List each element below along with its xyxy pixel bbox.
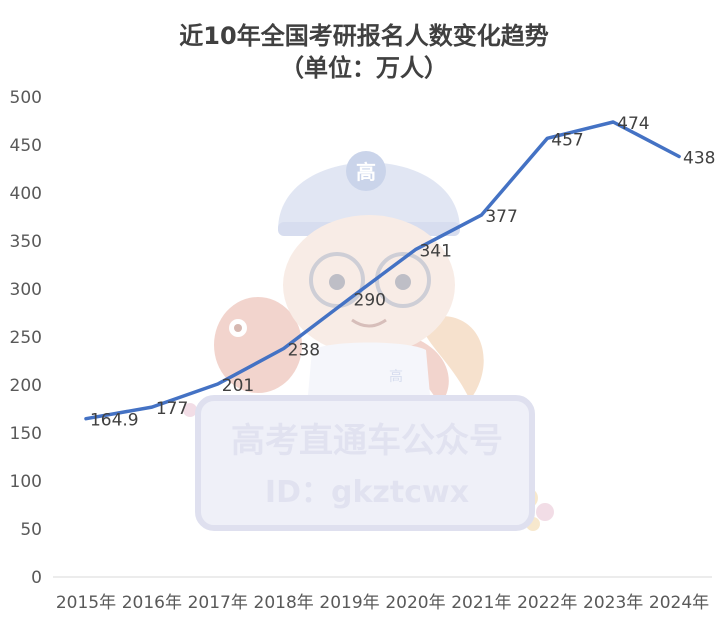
series-layer — [84, 120, 681, 421]
y-tick-label: 100 — [10, 472, 42, 492]
data-label: 438 — [683, 149, 715, 169]
chart-subtitle: （单位：万人） — [280, 54, 448, 82]
y-tick-label: 400 — [10, 184, 42, 204]
watermark-panel — [195, 395, 535, 531]
data-label: 341 — [419, 242, 451, 262]
x-tick-label: 2017年 — [188, 593, 248, 613]
y-tick-label: 250 — [10, 328, 42, 348]
x-tick-label: 2018年 — [254, 593, 314, 613]
y-axis: 0 50 100 150 200 250 300 350 400 450 500 — [10, 88, 42, 588]
x-tick-label: 2020年 — [385, 593, 445, 613]
data-label: 164.9 — [90, 411, 139, 431]
y-tick-label: 350 — [10, 232, 42, 252]
data-label: 457 — [551, 130, 583, 150]
watermark-line1: 高考直通车公众号 — [231, 421, 503, 461]
y-tick-label: 50 — [20, 520, 42, 540]
y-tick-label: 500 — [10, 88, 42, 108]
data-label: 177 — [156, 399, 188, 419]
x-tick-label: 2015年 — [56, 593, 116, 613]
x-tick-label: 2021年 — [451, 593, 511, 613]
y-tick-label: 450 — [10, 136, 42, 156]
watermark: 高 高 高考直通车公众号 ID：gkztcwx — [183, 151, 554, 531]
y-tick-label: 300 — [10, 280, 42, 300]
data-label: 290 — [354, 291, 386, 311]
chart-title: 近10年全国考研报名人数变化趋势 — [179, 22, 548, 50]
series-line — [84, 120, 681, 421]
y-tick-label: 200 — [10, 376, 42, 396]
data-label: 474 — [617, 114, 649, 134]
watermark-line2: ID：gkztcwx — [265, 475, 469, 510]
data-label: 238 — [288, 341, 320, 361]
x-tick-label: 2019年 — [319, 593, 379, 613]
y-tick-label: 150 — [10, 424, 42, 444]
shirt-badge-text: 高 — [389, 368, 403, 385]
x-tick-label: 2023年 — [583, 593, 643, 613]
data-labels: 164.9 177 201 238 290 341 377 457 474 438 — [90, 114, 716, 431]
x-tick-label: 2016年 — [122, 593, 182, 613]
data-label: 201 — [222, 376, 254, 396]
character-illustration: 高 高 — [278, 151, 460, 395]
x-axis: 2015年 2016年 2017年 2018年 2019年 2020年 2021年 2022年… — [56, 593, 709, 613]
y-tick-label: 0 — [31, 568, 42, 588]
x-tick-label: 2024年 — [649, 593, 709, 613]
cap-badge-text: 高 — [356, 160, 376, 184]
x-tick-label: 2022年 — [517, 593, 577, 613]
data-label: 377 — [485, 207, 517, 227]
